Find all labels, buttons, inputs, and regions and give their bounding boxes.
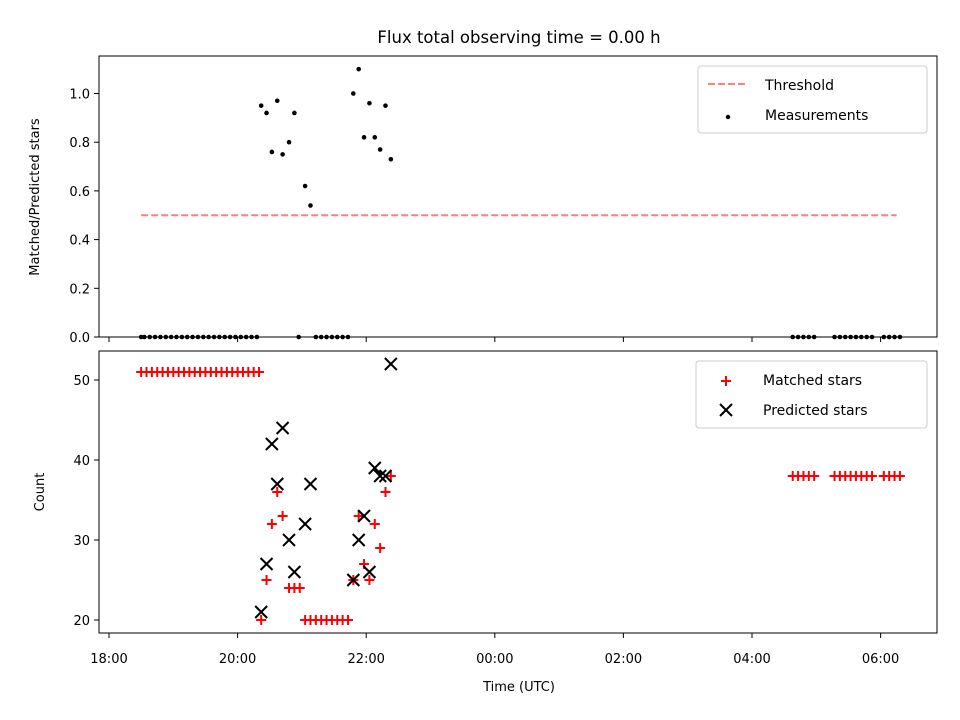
matched-star-point: [294, 583, 305, 593]
top-y-axis-label: Matched/Predicted stars: [28, 118, 43, 276]
legend-threshold-label: Threshold: [764, 78, 834, 94]
legend-predicted-swatch: [719, 403, 733, 417]
matched-star-point: [894, 471, 905, 481]
matched-star-point: [261, 575, 272, 585]
bottom-y-axis-label: Count: [33, 473, 48, 512]
bottom-x-tick-label: 00:00: [476, 652, 513, 667]
measurement-point: [280, 152, 285, 157]
matched-star-point: [380, 487, 391, 497]
bottom-y-tick-label: 30: [73, 534, 90, 549]
matched-star-point: [353, 511, 364, 521]
measurement-point: [292, 110, 297, 116]
matched-star-point: [277, 511, 288, 521]
measurement-point: [372, 135, 378, 140]
predicted-star-point: [265, 437, 279, 451]
bottom-legend: Matched stars Predicted stars: [695, 360, 928, 429]
measurement-point: [258, 103, 264, 108]
measurement-point: [308, 203, 313, 208]
predicted-star-point: [270, 477, 284, 491]
top-y-tick-label: 0.4: [69, 234, 90, 249]
matched-star-point: [256, 615, 267, 625]
matched-star-point: [254, 367, 265, 377]
bottom-x-tick-label: 20:00: [219, 652, 256, 667]
measurement-point: [351, 91, 356, 96]
top-y-tick-label: 0.2: [69, 282, 90, 297]
top-y-tick-label: 1.0: [69, 88, 90, 103]
measurement-point: [286, 139, 292, 145]
predicted-star-point: [254, 605, 268, 619]
bottom-plot-area: 20 30 40 50 18:00 20:00 22:00 00:00 02:00 04:00 06…: [73, 357, 905, 667]
measurement-point: [361, 135, 367, 140]
measurement-point: [302, 183, 308, 189]
top-axes-frame: [98, 55, 938, 338]
bottom-axes-frame: [98, 350, 938, 634]
predicted-star-point: [287, 565, 302, 579]
legend-measurements-swatch: [725, 114, 731, 120]
predicted-star-point: [378, 469, 393, 483]
measurement-point: [377, 147, 383, 152]
predicted-star-point: [298, 517, 312, 531]
top-chart-title: Flux total observing time = 0.00 h: [377, 28, 660, 47]
matched-star-point: [364, 575, 375, 585]
matched-star-point: [385, 471, 396, 481]
matched-star-point: [375, 543, 386, 553]
matched-star-point: [266, 519, 277, 529]
predicted-star-point: [275, 421, 290, 435]
legend-predicted-label: Predicted stars: [763, 403, 868, 419]
predicted-star-point: [282, 533, 296, 547]
bottom-x-tick-label: 04:00: [733, 652, 770, 667]
predicted-star-point: [259, 557, 274, 571]
matched-star-point: [809, 471, 820, 481]
measurement-point: [383, 103, 388, 108]
bottom-x-tick-label: 06:00: [862, 652, 899, 667]
bottom-x-tick-label: 22:00: [347, 652, 384, 667]
measurement-point: [274, 98, 280, 104]
predicted-star-point: [351, 533, 366, 547]
bottom-y-tick-label: 40: [73, 454, 90, 469]
top-y-tick-label: 0.0: [69, 331, 90, 346]
matched-star-point: [342, 615, 353, 625]
legend-matched-swatch: [721, 376, 731, 386]
top-y-tick-label: 0.6: [69, 185, 90, 200]
legend-measurements-label: Measurements: [765, 108, 868, 124]
matched-star-point: [369, 519, 380, 529]
matched-star-point: [867, 471, 878, 481]
measurement-point: [269, 149, 275, 155]
bottom-x-tick-label: 02:00: [605, 652, 642, 667]
bottom-x-tick-label: 18:00: [90, 652, 127, 667]
predicted-star-point: [362, 565, 377, 579]
bottom-panel: Count Time (UTC) 20 30 40 50 18:00 20:00 22:00…: [33, 350, 938, 695]
predicted-star-point: [357, 509, 371, 523]
top-panel: Flux total observing time = 0.00 h Match…: [28, 28, 938, 346]
top-legend-box: [697, 65, 928, 134]
matched-star-point: [272, 487, 283, 497]
bottom-y-tick-label: 50: [73, 374, 90, 389]
top-legend: Threshold Measurements: [697, 65, 928, 134]
measurement-point: [388, 156, 394, 162]
predicted-star-point: [373, 469, 387, 483]
predicted-star-point: [346, 573, 361, 587]
predicted-star-point: [368, 461, 382, 475]
legend-matched-label: Matched stars: [763, 373, 862, 389]
bottom-y-tick-label: 20: [73, 614, 90, 629]
measurement-point: [367, 100, 372, 106]
predicted-star-point: [384, 357, 398, 371]
top-y-tick-label: 0.8: [69, 136, 90, 151]
bottom-x-axis-label: Time (UTC): [482, 680, 555, 695]
measurement-point: [264, 110, 269, 116]
measurement-point: [356, 66, 361, 72]
predicted-star-point: [303, 477, 318, 491]
bottom-legend-box: [695, 360, 928, 429]
